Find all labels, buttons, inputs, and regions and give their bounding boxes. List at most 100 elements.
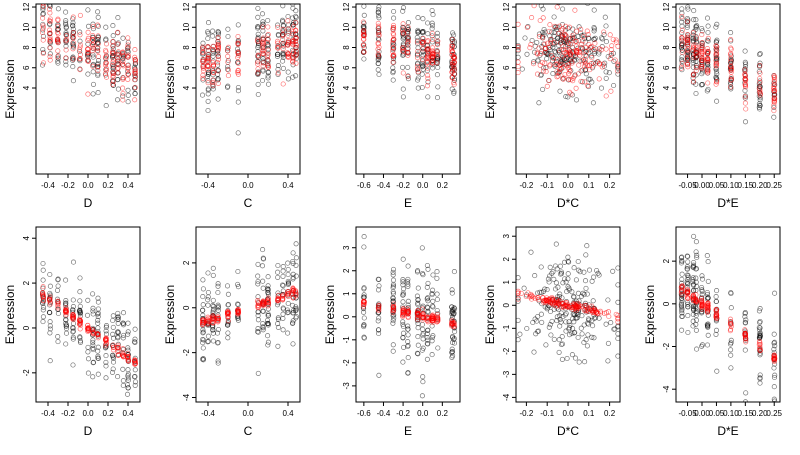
fitted-point [115,342,121,348]
fitted-point [567,89,573,95]
observed-point [419,245,425,251]
fitted-point [85,29,91,35]
observed-point [420,29,426,35]
observed-point [536,100,542,106]
observed-point [610,268,616,274]
observed-point [47,330,53,336]
observed-point [615,71,620,77]
observed-point [400,64,406,70]
observed-point [260,255,266,261]
observed-point [522,35,528,41]
observed-point [771,340,777,346]
observed-point [693,249,699,255]
fitted-point [585,83,591,89]
fitted-point [728,77,734,83]
observed-point [103,363,109,369]
observed-point [285,281,292,287]
observed-point [554,266,560,272]
fitted-point [516,70,521,76]
observed-point [564,355,570,362]
observed-point [679,310,685,316]
observed-point [255,273,261,279]
fitted-point [557,66,563,73]
observed-point [598,35,605,41]
fitted-point [376,23,382,29]
observed-point [771,384,777,390]
fitted-point [225,73,231,79]
observed-point [275,66,281,72]
observed-point [275,63,281,69]
fitted-point [55,36,61,43]
observed-point [590,100,596,106]
observed-point [564,42,571,48]
observed-point [699,342,706,348]
x-tick-label: 0.2 [102,409,114,418]
observed-point [552,263,559,269]
fitted-point [390,59,396,65]
observed-point [679,276,685,282]
observed-point [537,289,543,295]
fitted-point [772,88,778,94]
observed-point [684,22,690,28]
observed-point [563,94,569,100]
fitted-point [587,67,593,73]
observed-point [390,283,396,289]
fitted-point [756,338,763,344]
observed-point [293,14,299,20]
observed-point [77,289,83,295]
observed-point [293,307,299,313]
fitted-point [693,299,699,305]
observed-point [451,311,457,317]
observed-point [47,51,53,57]
fitted-point [679,35,685,41]
fitted-point [90,45,96,51]
observed-point [400,290,406,296]
observed-point [40,33,46,39]
observed-point [713,46,719,52]
fitted-point [405,24,411,30]
fitted-point [528,291,534,297]
fitted-point [757,89,763,95]
observed-point [524,325,530,332]
fitted-point [679,288,685,294]
observed-point [705,38,711,44]
observed-point [235,88,241,94]
observed-point [400,292,406,298]
fitted-point [265,64,272,70]
x-tick-label: 0.10 [723,409,739,418]
fitted-point [225,67,232,73]
observed-point [538,4,544,9]
fitted-point [554,74,560,80]
observed-point [400,5,407,11]
observed-point [405,76,411,82]
fitted-point [699,50,705,56]
fitted-point [547,63,553,69]
observed-point [205,289,211,296]
observed-point [578,293,585,299]
fitted-point [728,84,734,90]
observed-point [376,71,382,78]
observed-point [375,7,381,13]
x-tick-label: 0.4 [282,181,294,190]
fitted-point [615,319,620,325]
observed-point [115,317,121,323]
observed-point [690,306,697,312]
observed-point [274,53,281,59]
observed-point [132,339,138,345]
fitted-point [255,302,261,309]
fitted-point [771,95,777,101]
fitted-point [568,77,574,83]
fitted-point [540,68,546,74]
observed-point [685,253,691,260]
fitted-point [77,320,83,326]
fitted-point [569,33,575,39]
observed-point [215,307,221,313]
fitted-point [567,50,573,56]
fitted-point [425,38,431,44]
observed-point [757,51,763,57]
observed-point [405,355,411,361]
observed-point [55,53,61,59]
observed-point [235,99,241,105]
observed-point [586,50,592,56]
fitted-point [743,336,749,342]
